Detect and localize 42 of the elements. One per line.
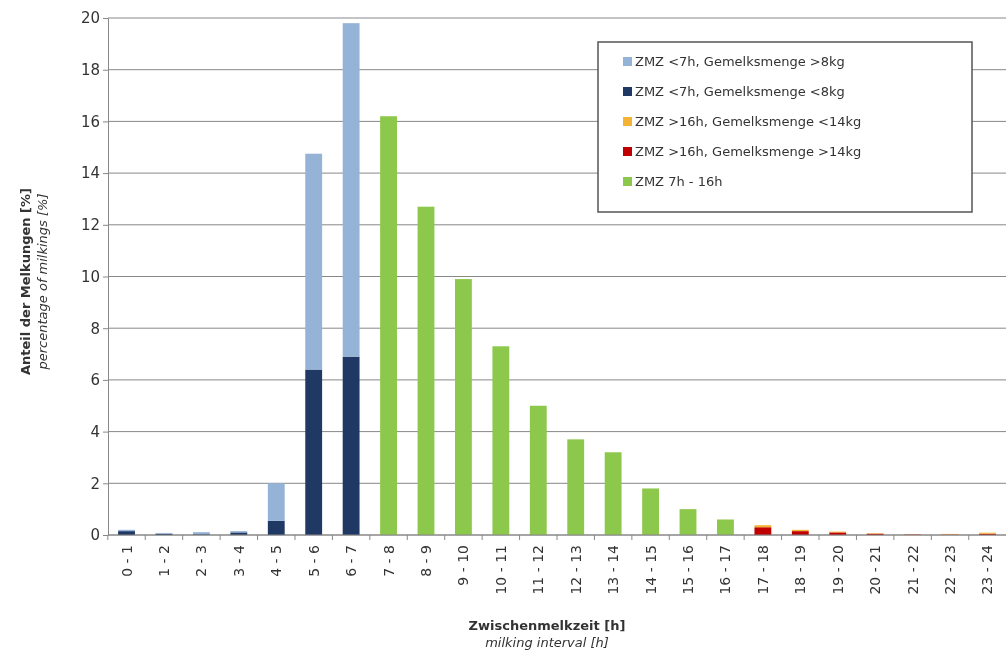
legend-label: ZMZ <7h, Gemelksmenge <8kg [635,84,845,99]
x-tick-label: 19 - 20 [829,545,846,595]
legend-label: ZMZ 7h - 16h [635,174,723,189]
x-tick-label: 18 - 19 [792,545,809,595]
y-tick-label: 0 [90,526,100,545]
y-tick-label: 18 [80,61,100,79]
y-axis-title: Anteil der Melkungen [%] percentage of milkings [%] [18,187,50,376]
y-tick-label: 12 [80,216,100,235]
legend-label: ZMZ >16h, Gemelksmenge >14kg [635,144,862,159]
x-tick-label: 4 - 5 [268,545,285,577]
x-tick-label: 10 - 11 [492,545,509,595]
legend-label: ZMZ >16h, Gemelksmenge <14kg [635,114,862,129]
x-tick-label: 6 - 7 [343,545,360,577]
y-tick-label: 20 [80,9,100,28]
x-tick-label: 16 - 17 [717,545,734,595]
x-tick-label: 9 - 10 [455,545,472,586]
x-tick-label: 12 - 13 [567,545,584,595]
x-tick-label: 20 - 21 [867,545,884,595]
x-tick-label: 2 - 3 [193,545,210,577]
y-tick-label: 2 [90,474,100,493]
x-tick-label: 8 - 9 [417,545,434,577]
y-tick-label: 6 [90,371,100,390]
y-tick-label: 16 [80,112,100,131]
x-tick-label: 5 - 6 [305,544,322,577]
x-axis-title: Zwischenmelkzeit [h] milking interval [h] [468,618,626,650]
x-tick-label: 3 - 4 [230,544,247,577]
x-tick-label: 1 - 2 [155,545,172,577]
y-tick-label: 10 [80,267,100,286]
x-tick-label: 17 - 18 [754,545,771,595]
x-tick-label: 11 - 12 [530,545,547,595]
y-tick-label: 14 [80,164,100,183]
x-tick-label: 21 - 22 [904,545,921,595]
y-tick-label: 4 [90,422,100,441]
y-tick-label: 8 [90,319,100,338]
x-tick-label: 13 - 14 [605,544,622,595]
x-tick-label: 7 - 8 [380,545,397,577]
legend-label: ZMZ <7h, Gemelksmenge >8kg [635,54,845,69]
x-tick-label: 14 - 15 [642,545,659,595]
x-tick-label: 22 - 23 [942,545,959,595]
x-tick-label: 23 - 24 [979,544,996,595]
x-tick-label: 15 - 16 [680,544,697,595]
x-tick-label: 0 - 1 [118,545,135,577]
